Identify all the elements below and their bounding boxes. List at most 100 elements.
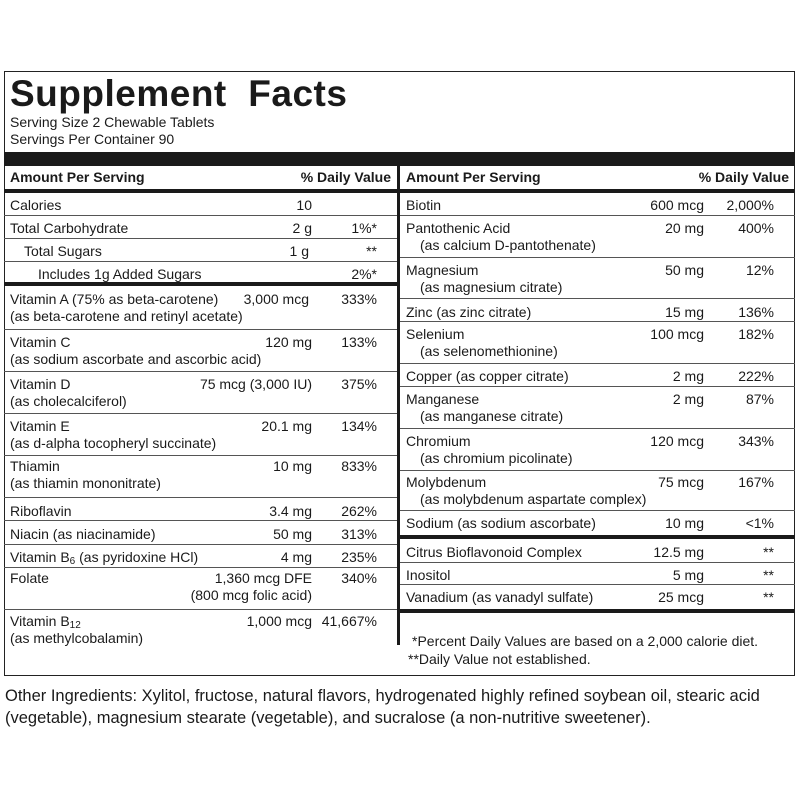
nutrient-row: Biotin 600 mcg 2,000% <box>400 193 795 216</box>
nutrient-row: Zinc (as zinc citrate) 15 mg 136% <box>400 299 795 322</box>
nutrient-amount: 2 mg <box>672 391 704 407</box>
nutrient-daily-value: 400% <box>738 220 774 236</box>
nutrient-amount: 120 mcg <box>650 433 704 449</box>
nutrient-name: Vitamin C <box>10 334 71 350</box>
nutrient-source: (as selenomethionine) <box>420 343 558 359</box>
nutrient-row: Riboflavin 3.4 mg 262% <box>4 498 397 521</box>
nutrient-amount: 3,000 mcg <box>243 291 309 307</box>
nutrient-name: Riboflavin <box>10 503 72 519</box>
nutrient-daily-value: <1% <box>745 515 774 531</box>
nutrient-row: Sodium (as sodium ascorbate) 10 mg <1% <box>400 511 795 535</box>
nutrient-row: Niacin (as niacinamide) 50 mg 313% <box>4 521 397 545</box>
nutrient-name: Selenium <box>406 326 465 342</box>
amount-per-serving-header: Amount Per Serving <box>10 169 145 185</box>
nutrient-row: Magnesium (as magnesium citrate) 50 mg 1… <box>400 258 795 299</box>
nutrient-source: (as magnesium citrate) <box>420 279 563 295</box>
nutrient-daily-value: 833% <box>341 458 377 474</box>
nutrient-source: (as calcium D-pantothenate) <box>420 237 596 253</box>
section-divider <box>400 609 795 613</box>
nutrient-daily-value: 343% <box>738 433 774 449</box>
nutrient-amount: 12.5 mg <box>653 544 704 560</box>
nutrient-name: Copper (as copper citrate) <box>406 368 569 384</box>
nutrient-amount: 1,000 mcg <box>246 613 312 629</box>
amount-per-serving-header: Amount Per Serving <box>406 169 541 185</box>
nutrient-name: Niacin (as niacinamide) <box>10 526 156 542</box>
nutrient-row: Selenium (as selenomethionine) 100 mcg 1… <box>400 322 795 364</box>
nutrient-daily-value: 133% <box>341 334 377 350</box>
nutrient-amount: 15 mg <box>665 304 704 320</box>
header-divider <box>4 189 397 193</box>
nutrient-daily-value: ** <box>763 589 774 605</box>
nutrient-daily-value: 333% <box>341 291 377 307</box>
nutrient-daily-value: ** <box>763 544 774 560</box>
nutrient-daily-value: 375% <box>341 376 377 392</box>
column-header: Amount Per Serving % Daily Value <box>4 166 397 188</box>
other-ingredients: Other Ingredients: Xylitol, fructose, na… <box>5 687 760 727</box>
column-header: Amount Per Serving % Daily Value <box>400 166 795 188</box>
nutrient-amount: 75 mcg <box>658 474 704 490</box>
nutrient-row: Copper (as copper citrate) 2 mg 222% <box>400 364 795 387</box>
nutrient-row: Includes 1g Added Sugars 2%* <box>4 262 397 286</box>
nutrient-row: Molybdenum (as molybdenum aspartate comp… <box>400 471 795 511</box>
nutrient-source: (as molybdenum aspartate complex) <box>420 491 647 507</box>
nutrient-source: (as sodium ascorbate and ascorbic acid) <box>10 351 262 367</box>
nutrient-amount: 100 mcg <box>650 326 704 342</box>
nutrient-amount: 75 mcg (3,000 IU) <box>199 376 312 392</box>
nutrient-source: (as methylcobalamin) <box>10 630 144 646</box>
nutrient-name: Vitamin B12 <box>10 613 81 631</box>
nutrient-name: Total Sugars <box>24 243 102 259</box>
nutrient-amount: 4 mg <box>280 549 312 565</box>
thick-divider <box>4 152 795 166</box>
servings-per-container: Servings Per Container 90 <box>10 131 175 147</box>
nutrient-name: Pantothenic Acid <box>406 220 511 236</box>
nutrient-amount: 2 mg <box>672 368 704 384</box>
nutrient-daily-value: 2,000% <box>726 197 774 213</box>
nutrient-name: Calories <box>10 197 62 213</box>
nutrient-name: Vitamin B6 (as pyridoxine HCl) <box>10 549 199 567</box>
nutrient-daily-value: 262% <box>341 503 377 519</box>
nutrient-row: Total Sugars 1 g ** <box>4 239 397 262</box>
nutrient-name: Vitamin E <box>10 418 70 434</box>
nutrient-amount: 10 <box>296 197 312 213</box>
nutrient-row: Inositol 5 mg ** <box>400 563 795 585</box>
nutrient-source: (as chromium picolinate) <box>420 450 573 466</box>
nutrient-daily-value: 136% <box>738 304 774 320</box>
nutrient-daily-value: ** <box>366 243 377 259</box>
nutrient-row: Calories 10 <box>4 193 397 216</box>
nutrient-name: Citrus Bioflavonoid Complex <box>406 544 582 560</box>
nutrient-row: Pantothenic Acid (as calcium D-pantothen… <box>400 216 795 258</box>
nutrient-daily-value: 12% <box>745 262 774 278</box>
nutrient-amount: 1 g <box>289 243 309 259</box>
nutrient-name: Vanadium (as vanadyl sulfate) <box>406 589 594 605</box>
nutrient-amount: 600 mcg <box>650 197 704 213</box>
nutrient-daily-value: 222% <box>738 368 774 384</box>
daily-value-header: % Daily Value <box>698 169 789 185</box>
nutrient-daily-value: ** <box>763 567 774 583</box>
nutrient-row: Manganese (as manganese citrate) 2 mg 87… <box>400 387 795 429</box>
nutrient-amount: 20 mg <box>665 220 704 236</box>
nutrient-source: (as thiamin mononitrate) <box>10 475 161 491</box>
nutrient-amount: 1,360 mcg DFE <box>214 570 312 586</box>
nutrient-row: Vitamin A (75% as beta-carotene) (as bet… <box>4 288 397 330</box>
nutrient-amount: 50 mg <box>273 526 312 542</box>
nutrient-name: Includes 1g Added Sugars <box>38 266 202 282</box>
nutrient-source: (as manganese citrate) <box>420 408 564 424</box>
nutrient-name: Chromium <box>406 433 471 449</box>
nutrient-daily-value: 235% <box>341 549 377 565</box>
nutrient-name: Sodium (as sodium ascorbate) <box>406 515 596 531</box>
nutrient-daily-value: 87% <box>745 391 774 407</box>
section-divider <box>400 535 795 539</box>
nutrient-name: Folate <box>10 570 49 586</box>
nutrient-row: Vitamin D (as cholecalciferol) 75 mcg (3… <box>4 372 397 414</box>
nutrient-row: Total Carbohydrate 2 g 1%* <box>4 216 397 239</box>
nutrient-row: Vitamin B12 (as methylcobalamin) 1,000 m… <box>4 610 397 646</box>
nutrient-row: Thiamin (as thiamin mononitrate) 10 mg 8… <box>4 456 397 498</box>
nutrient-amount: 120 mg <box>265 334 312 350</box>
panel-title: Supplement Facts <box>10 73 348 114</box>
nutrient-row: Chromium (as chromium picolinate) 120 mc… <box>400 429 795 471</box>
nutrient-row: Folate 1,360 mcg DFE (800 mcg folic acid… <box>4 568 397 610</box>
nutrient-amount: 10 mg <box>665 515 704 531</box>
nutrient-name: Vitamin A (75% as beta-carotene) <box>10 291 219 307</box>
nutrient-name: Vitamin D <box>10 376 71 392</box>
nutrient-amount: 2 g <box>292 220 312 236</box>
